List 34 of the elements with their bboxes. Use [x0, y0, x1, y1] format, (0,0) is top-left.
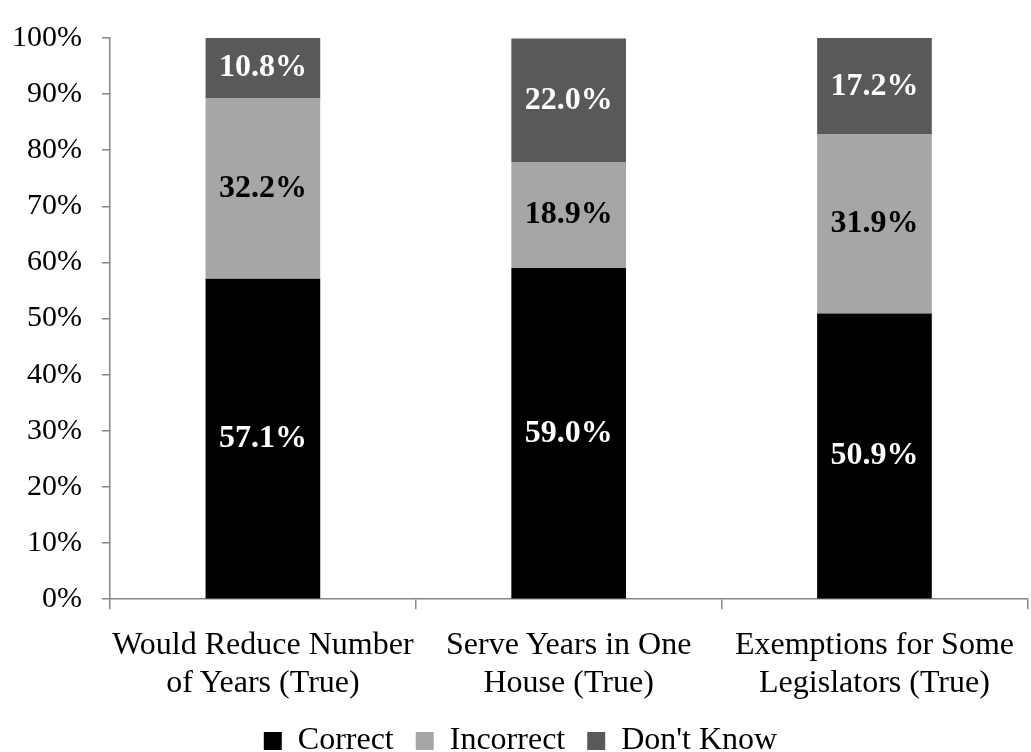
y-tick-label: 70% [27, 187, 82, 221]
bar [817, 134, 932, 314]
bar [817, 38, 932, 135]
y-tick-label: 0% [42, 580, 82, 614]
y-tick-label: 10% [27, 523, 82, 557]
legend-label: Don't Know [621, 720, 778, 752]
bar [511, 162, 627, 269]
legend-label: Correct [297, 720, 394, 752]
x-tick-label: Exemptions for Some Legislators (True) [734, 624, 1014, 700]
y-tick-label: 100% [12, 18, 82, 52]
y-tick-label: 60% [27, 243, 82, 277]
bar [205, 278, 321, 599]
x-tick-label: Serve Years in One House (True) [446, 624, 692, 700]
y-tick-label: 50% [27, 299, 82, 333]
bar [205, 98, 321, 279]
bar [511, 38, 627, 163]
y-tick-label: 20% [27, 467, 82, 501]
data-label: 59.0% [524, 412, 613, 449]
data-label: 22.0% [524, 79, 613, 116]
x-tick-label: Would Reduce Number of Years (True) [112, 624, 414, 700]
y-tick-label: 40% [27, 355, 82, 389]
data-label: 31.9% [830, 203, 919, 240]
y-tick-label: 30% [27, 411, 82, 445]
data-label: 50.9% [830, 435, 919, 472]
data-label: 57.1% [218, 417, 307, 454]
bar [817, 313, 932, 599]
legend-label: Incorrect [449, 720, 566, 752]
data-label: 32.2% [218, 167, 307, 204]
data-label: 10.8% [218, 47, 307, 84]
bar [511, 268, 627, 599]
data-label: 18.9% [524, 194, 613, 231]
y-tick-label: 80% [27, 131, 82, 165]
data-label: 17.2% [830, 65, 919, 102]
y-tick-label: 90% [27, 75, 82, 108]
